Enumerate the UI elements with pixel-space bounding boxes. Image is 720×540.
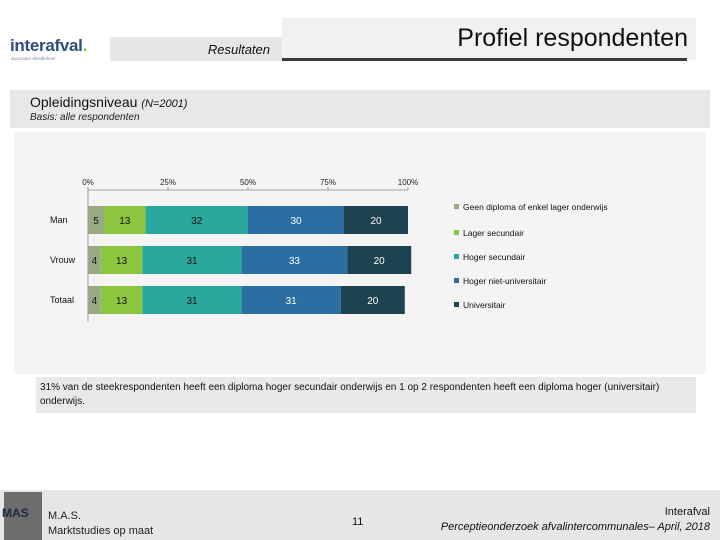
category-label: Totaal: [50, 295, 74, 305]
bar-segment: [88, 206, 104, 234]
chart-panel: 0% 25% 50% 75% 100% Man 5 13 32 30 20 Vrouw 4 13 31 33 2…: [14, 132, 706, 374]
data-label: 30: [290, 216, 302, 227]
bar-segment: [347, 246, 412, 274]
interafval-logo: interafval. duurzaam afvalbeheer: [10, 36, 120, 70]
footer: [0, 490, 720, 540]
logo-wordmark: interafval.: [10, 36, 88, 55]
data-label: 31: [286, 296, 298, 307]
legend-label: Geen diploma of enkel lager onderwijs: [463, 202, 608, 212]
bar-segment: [88, 286, 101, 314]
title-box: Profiel respondenten: [282, 18, 696, 60]
logo-tagline: duurzaam afvalbeheer: [11, 56, 56, 61]
x-tick-label: 75%: [320, 178, 336, 187]
sample-size: (N=2001): [141, 98, 188, 110]
legend-label: Lager secundair: [463, 228, 524, 238]
bar-segment: [100, 246, 143, 274]
page-number: 11: [352, 516, 364, 528]
basis-label: Basis: alle respondenten: [30, 112, 140, 123]
bar-segment: [248, 206, 344, 234]
category-label: Vrouw: [50, 255, 76, 265]
category-label: Man: [50, 215, 68, 225]
legend-swatch: [454, 230, 459, 235]
data-label: 4: [92, 256, 98, 267]
footer-study: Perceptieonderzoek afvalintercommunales–…: [440, 521, 710, 533]
data-label: 20: [374, 256, 386, 267]
x-tick-label: 0%: [82, 178, 94, 187]
bar-segment: [241, 286, 341, 314]
legend-label: Hoger secundair: [463, 252, 526, 262]
bar-segment: [100, 286, 143, 314]
data-label: 13: [116, 256, 128, 267]
data-label: 5: [93, 216, 99, 227]
company-tagline: Marktstudies op maat: [48, 525, 154, 537]
x-tick-label: 50%: [240, 178, 256, 187]
data-label: 31: [186, 256, 198, 267]
bar-segment: [145, 206, 248, 234]
data-label: 32: [191, 216, 203, 227]
bar-segment: [104, 206, 146, 234]
stacked-bar-chart: 0% 25% 50% 75% 100% Man 5 13 32 30 20 Vrouw 4 13 31 33 2…: [50, 178, 608, 322]
mas-logo: MAS: [2, 492, 42, 540]
data-label: 31: [186, 296, 198, 307]
page-title: Profiel respondenten: [457, 24, 688, 52]
logo-dot: .: [82, 36, 88, 55]
data-label: 13: [116, 296, 128, 307]
title-underline: [282, 58, 687, 61]
bar-segment: [88, 246, 101, 274]
bar-segment: [344, 206, 408, 234]
data-label: 33: [289, 256, 301, 267]
chart-heading-text: Opleidingsniveau: [30, 94, 138, 110]
data-label: 4: [92, 296, 98, 307]
bar-segment: [142, 246, 242, 274]
legend-swatch: [454, 254, 459, 259]
subtitle-band: [10, 90, 710, 128]
x-tick-label: 25%: [160, 178, 176, 187]
takeaway-text: 31% van de steekrespondenten heeft een d…: [40, 382, 660, 407]
section-label: Resultaten: [207, 42, 270, 57]
data-label: 20: [370, 216, 382, 227]
bar-segment: [340, 286, 405, 314]
legend-label: Hoger niet-universitair: [463, 276, 546, 286]
company-name: M.A.S.: [48, 510, 82, 522]
mas-logo-text: MAS: [2, 506, 29, 520]
legend-swatch: [454, 278, 459, 283]
bar-segment: [241, 246, 348, 274]
chart-heading: Opleidingsniveau (N=2001): [30, 94, 187, 110]
footer-org: Interafval: [664, 506, 710, 518]
data-label: 20: [367, 296, 379, 307]
legend-swatch: [454, 302, 459, 307]
legend-swatch: [454, 204, 459, 209]
bar-segment: [142, 286, 242, 314]
takeaway-box: 31% van de steekrespondenten heeft een d…: [36, 377, 696, 413]
section-tab: Resultaten: [110, 37, 282, 61]
legend-label: Universitair: [463, 300, 506, 310]
data-label: 13: [119, 216, 131, 227]
x-tick-label: 100%: [398, 178, 418, 187]
